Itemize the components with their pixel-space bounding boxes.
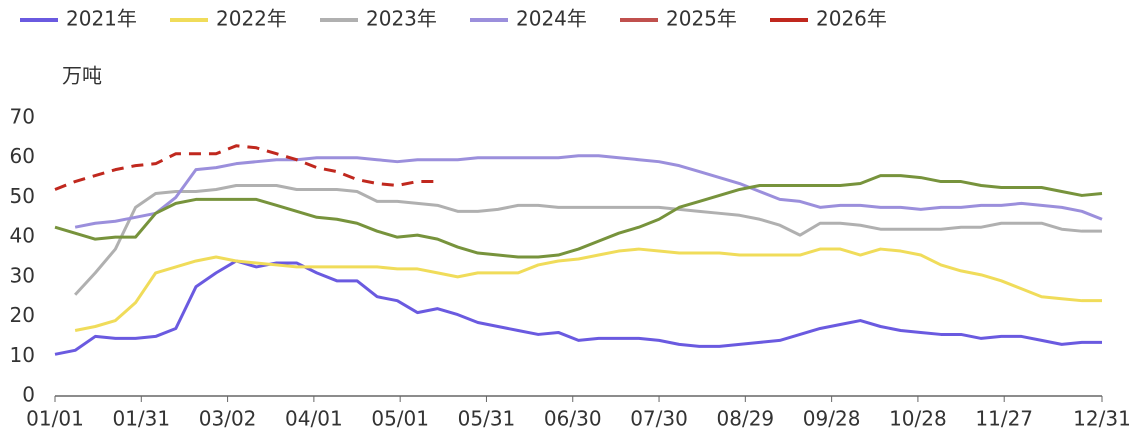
y-tick-label: 70	[10, 105, 35, 129]
y-tick-label: 30	[10, 263, 35, 287]
y-tick-label: 10	[10, 343, 35, 367]
x-tick-label: 09/28	[803, 407, 861, 431]
line-series	[54, 174, 1103, 259]
x-tick-label: 01/01	[26, 407, 84, 431]
line-series	[54, 144, 438, 191]
legend-label: 2025年	[666, 7, 737, 31]
legend-label: 2022年	[216, 7, 287, 31]
x-tick-label: 06/30	[544, 407, 602, 431]
x-tick-label: 11/27	[975, 407, 1033, 431]
y-tick-label: 0	[22, 383, 35, 407]
x-tick-label: 05/31	[458, 407, 516, 431]
y-tick-label: 40	[10, 224, 35, 248]
line-series	[74, 154, 1103, 229]
x-tick-label: 05/01	[371, 407, 429, 431]
x-tick-label: 12/31	[1073, 407, 1131, 431]
legend-label: 2021年	[66, 7, 137, 31]
x-tick-label: 10/28	[889, 407, 947, 431]
y-axis-label: 万吨	[62, 64, 102, 88]
legend-label: 2026年	[816, 7, 887, 31]
x-tick-label: 07/30	[630, 407, 688, 431]
legend-label: 2024年	[516, 7, 587, 31]
line-series	[74, 247, 1102, 332]
x-tick-label: 03/02	[199, 407, 257, 431]
y-tick-label: 60	[10, 144, 35, 168]
line-series	[74, 184, 1102, 296]
legend-label: 2023年	[366, 7, 437, 31]
y-tick-label: 50	[10, 184, 35, 208]
x-tick-label: 04/01	[285, 407, 343, 431]
line-series	[54, 259, 1102, 356]
y-tick-label: 20	[10, 303, 35, 327]
x-tick-label: 01/31	[112, 407, 170, 431]
x-tick-label: 08/29	[717, 407, 775, 431]
